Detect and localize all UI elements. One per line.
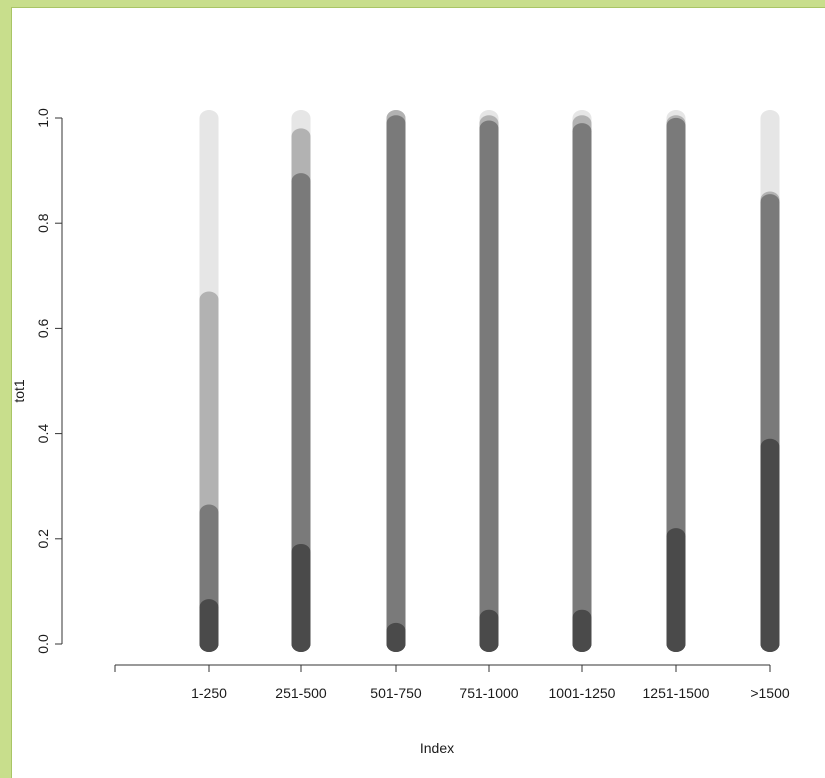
- plot-panel: 0.0 0.2 0.4 0.6 0.8 1.0 1-250 251-500 501-750 75…: [11, 7, 825, 778]
- x-axis-label: Index: [420, 740, 454, 756]
- bar-segment-751-1000-level-2: [479, 120, 499, 652]
- x-tick-label: 751-1000: [459, 685, 518, 701]
- bar-segment-251-500-level-1: [291, 543, 311, 652]
- bars-group: [199, 110, 780, 652]
- y-ticks-group: 0.0 0.2 0.4 0.6 0.8 1.0: [35, 108, 62, 654]
- y-tick-label: 0.2: [35, 529, 51, 549]
- bar-segment--1500-level-1: [760, 438, 780, 652]
- x-tick-label: 1251-1500: [643, 685, 710, 701]
- x-ticks-group: 1-250 251-500 501-750 751-1000 1001-1250 1251…: [114, 665, 790, 701]
- y-tick-label: 0.4: [35, 424, 51, 444]
- x-tick-label: 501-750: [370, 685, 422, 701]
- y-axis-label: tot1: [12, 379, 27, 403]
- bar-segment-1251-1500-level-2: [666, 117, 686, 652]
- bar-segment-1251-1500-level-1: [666, 528, 686, 652]
- axes-group: [61, 118, 770, 666]
- bar-segment-251-500-level-2: [291, 173, 311, 652]
- bar-segment-751-1000-level-1: [479, 609, 499, 652]
- x-tick-label: 251-500: [275, 685, 327, 701]
- x-tick-label: 1-250: [191, 685, 227, 701]
- bar-segment-1-250-level-1: [199, 599, 219, 652]
- y-tick-label: 0.0: [35, 634, 51, 654]
- y-tick-label: 0.6: [35, 318, 51, 338]
- y-tick-label: 0.8: [35, 213, 51, 233]
- stacked-bar-chart: 0.0 0.2 0.4 0.6 0.8 1.0 1-250 251-500 501-750 75…: [12, 108, 790, 756]
- bar-segment-1001-1250-level-2: [572, 123, 592, 652]
- x-tick-label: >1500: [750, 685, 790, 701]
- y-tick-label: 1.0: [35, 108, 51, 128]
- x-tick-label: 1001-1250: [549, 685, 616, 701]
- bar-segment-501-750-level-1: [386, 622, 406, 652]
- bar-segment-501-750-level-2: [386, 115, 406, 652]
- bar-segment-1001-1250-level-1: [572, 609, 592, 652]
